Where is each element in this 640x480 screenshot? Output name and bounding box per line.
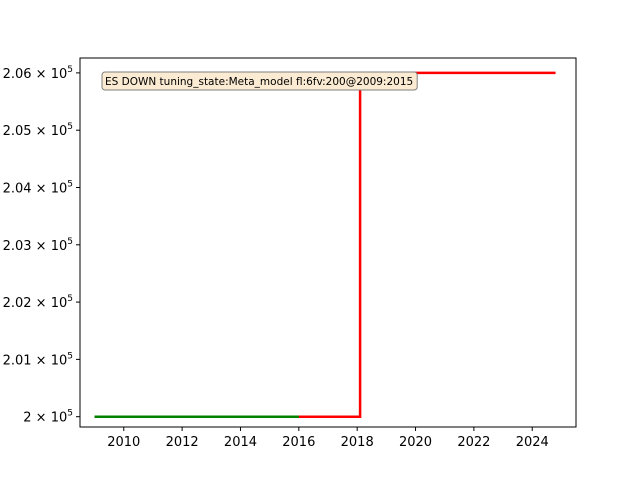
x-tick-label: 2016 <box>282 435 315 450</box>
x-tick-label: 2024 <box>516 435 549 450</box>
annotation-background <box>101 71 418 91</box>
y-tick-label: 2.03 × 105 <box>3 237 73 254</box>
y-axis: 2 × 105 2.01 × 105 2.02 × 105 2.03 × 105 2.0… <box>3 65 80 426</box>
x-tick-label: 2014 <box>224 435 257 450</box>
x-tick-label: 2018 <box>341 435 374 450</box>
x-axis: 2010 2012 2014 2016 2018 2020 2022 2024 <box>107 427 549 450</box>
annotation-box: ES DOWN tuning_state:Meta_model fl:6fv:2… <box>101 71 418 91</box>
y-tick-label: 2.01 × 105 <box>3 351 73 368</box>
plot-frame <box>79 57 577 428</box>
series-layer <box>94 71 556 418</box>
x-tick-label: 2020 <box>399 435 432 450</box>
x-tick-label: 2022 <box>457 435 490 450</box>
y-tick-label: 2 × 105 <box>23 409 73 426</box>
y-tick-label: 2.04 × 105 <box>3 179 73 196</box>
y-tick-label: 2.06 × 105 <box>3 65 73 82</box>
y-tick-label: 2.05 × 105 <box>3 122 73 139</box>
x-tick-label: 2012 <box>166 435 199 450</box>
x-tick-label: 2010 <box>107 435 140 450</box>
y-tick-label: 2.02 × 105 <box>3 294 73 311</box>
annotation-text: ES DOWN tuning_state:Meta_model fl:6fv:2… <box>105 76 413 88</box>
